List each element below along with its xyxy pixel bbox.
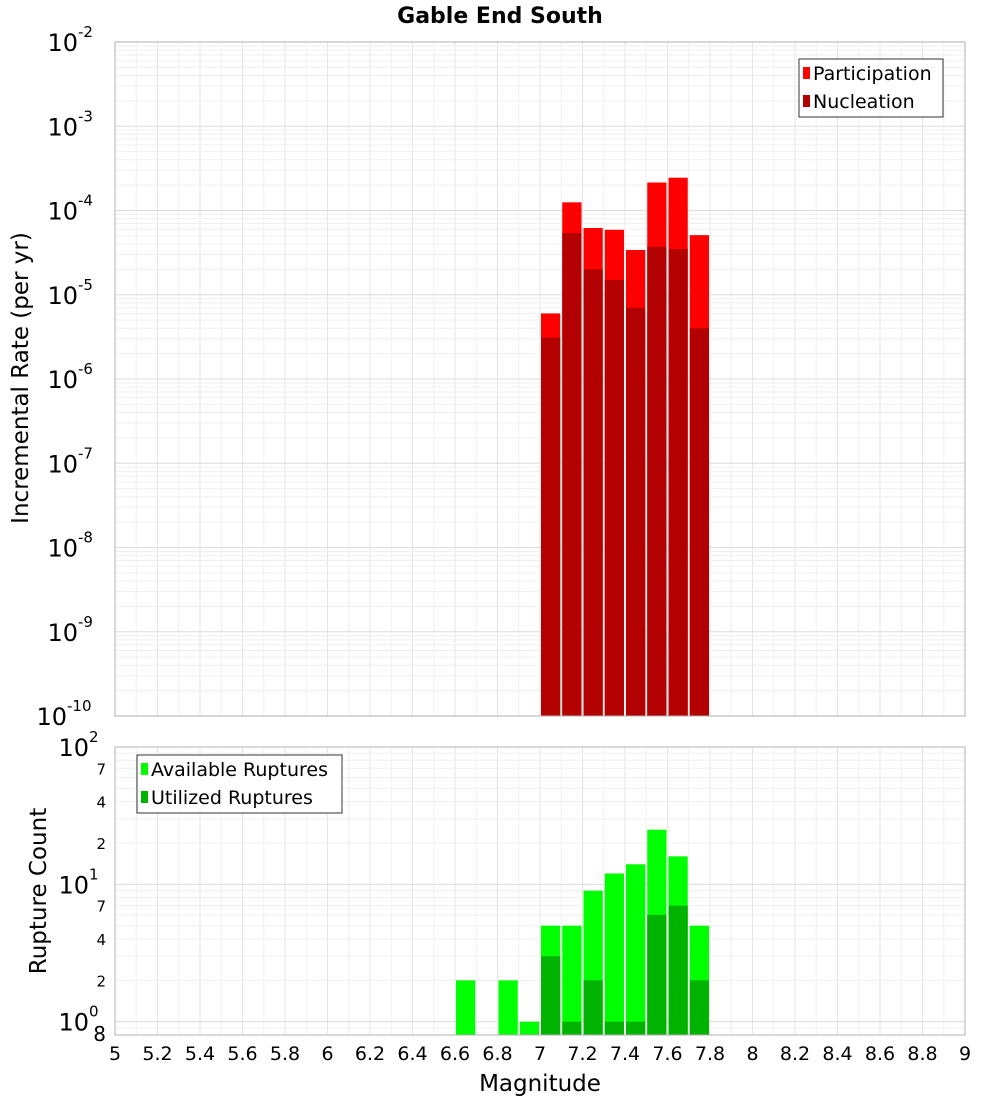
bar-utilized-ruptures-7 xyxy=(541,956,561,1035)
x-tick-label: 8.2 xyxy=(780,1043,810,1065)
x-tick-label: 5.2 xyxy=(142,1043,172,1065)
top-y-axis-label: Incremental Rate (per yr) xyxy=(8,232,34,524)
legend-box xyxy=(136,754,343,814)
legend-swatch-1 xyxy=(803,95,810,107)
x-tick-label: 7.8 xyxy=(695,1043,725,1065)
y-tick-label: 10 xyxy=(58,1009,89,1037)
bar-available-ruptures-7.4 xyxy=(626,864,646,1035)
x-tick-label: 5.4 xyxy=(185,1043,215,1065)
y-tick-exponent: 1 xyxy=(89,865,99,883)
x-tick-label: 8.4 xyxy=(822,1043,852,1065)
y-tick-exponent: 2 xyxy=(89,728,99,746)
x-tick-label: 5 xyxy=(109,1043,121,1065)
y-tick-label: 7 xyxy=(96,760,106,778)
y-tick-label: 10 xyxy=(58,871,89,899)
y-tick-label: 10 xyxy=(58,734,89,762)
bar-nucleation-7.3 xyxy=(604,279,624,716)
y-tick-exponent: -6 xyxy=(78,360,93,378)
y-tick-label: 7 xyxy=(96,898,106,916)
y-tick-exponent: -5 xyxy=(78,276,93,294)
y-tick-label: 10 xyxy=(47,198,78,226)
x-tick-label: 7.2 xyxy=(567,1043,597,1065)
y-tick-label: 10 xyxy=(47,366,78,394)
y-tick-label: 4 xyxy=(96,794,106,812)
x-tick-label: 8.6 xyxy=(865,1043,895,1065)
legend-swatch-0 xyxy=(803,67,810,79)
bottom-y-axis-label: Rupture Count xyxy=(26,808,52,974)
bar-utilized-ruptures-7.1 xyxy=(562,1021,582,1035)
legend-box xyxy=(798,58,944,118)
y-tick-label: 4 xyxy=(96,931,106,949)
x-tick-label: 5.8 xyxy=(270,1043,300,1065)
x-tick-label: 7 xyxy=(534,1043,546,1065)
legend-0: Participation Nucleation xyxy=(798,58,944,118)
x-tick-label: 8 xyxy=(746,1043,758,1065)
x-tick-label: 9 xyxy=(959,1043,971,1065)
bar-utilized-ruptures-7.5 xyxy=(647,914,667,1035)
bar-nucleation-7.2 xyxy=(583,269,603,716)
x-tick-label: 6.4 xyxy=(397,1043,427,1065)
y-tick-exponent: -3 xyxy=(78,107,93,125)
bar-nucleation-7.5 xyxy=(647,246,667,716)
y-tick-exponent: -2 xyxy=(78,23,93,41)
bar-available-ruptures-6.9 xyxy=(519,1021,539,1035)
bar-nucleation-7 xyxy=(541,337,561,716)
legend-swatch-0 xyxy=(141,763,148,775)
bar-nucleation-7.7 xyxy=(689,328,709,716)
bar-nucleation-7.1 xyxy=(562,233,582,716)
bar-utilized-ruptures-7.2 xyxy=(583,980,603,1035)
x-tick-label: 6.6 xyxy=(440,1043,470,1065)
y-tick-label: 8 xyxy=(93,1022,106,1046)
bar-available-ruptures-6.6 xyxy=(456,980,476,1035)
y-tick-label: 10 xyxy=(47,113,78,141)
plot-frame xyxy=(114,41,966,717)
plot-frame xyxy=(114,746,966,1036)
bar-available-ruptures-6.8 xyxy=(498,980,518,1035)
y-tick-exponent: -9 xyxy=(78,613,93,631)
bar-available-ruptures-7.1 xyxy=(562,925,582,1035)
x-tick-label: 6.8 xyxy=(482,1043,512,1065)
y-tick-label: 10 xyxy=(36,703,67,731)
bar-utilized-ruptures-7.7 xyxy=(689,980,709,1035)
bar-utilized-ruptures-7.4 xyxy=(626,1021,646,1035)
x-tick-label: 6 xyxy=(321,1043,333,1065)
y-tick-label: 10 xyxy=(47,450,78,478)
legend-label-1: Nucleation xyxy=(813,91,915,113)
x-tick-label: 7.6 xyxy=(652,1043,682,1065)
bar-utilized-ruptures-7.6 xyxy=(668,905,688,1035)
legend-label-0: Participation xyxy=(813,63,932,85)
bar-utilized-ruptures-7.3 xyxy=(604,1021,624,1035)
x-tick-label: 7.4 xyxy=(610,1043,640,1065)
legend-swatch-1 xyxy=(141,791,148,803)
plot-panel-0: 10-210-310-410-510-610-710-810-910 -10Par… xyxy=(36,23,966,731)
y-tick-exponent: 0 xyxy=(89,1003,99,1021)
chart-title: Gable End South xyxy=(397,4,603,29)
legend-1: Available Ruptures Utilized Ruptures xyxy=(136,754,343,814)
legend-label-0: Available Ruptures xyxy=(151,759,328,781)
y-tick-label: 10 xyxy=(47,282,78,310)
bar-nucleation-7.4 xyxy=(626,307,646,716)
x-tick-label: 5.6 xyxy=(227,1043,257,1065)
x-axis-label: Magnitude xyxy=(479,1071,601,1097)
y-tick-label: 10 xyxy=(47,619,78,647)
y-tick-exponent: -8 xyxy=(78,529,93,547)
y-tick-label: 2 xyxy=(96,972,106,990)
x-tick-label: 8.8 xyxy=(907,1043,937,1065)
y-tick-exponent: -4 xyxy=(78,192,93,210)
x-tick-label: 6.2 xyxy=(355,1043,385,1065)
y-tick-label: 10 xyxy=(47,535,78,563)
bar-nucleation-7.6 xyxy=(668,248,688,716)
legend-label-1: Utilized Ruptures xyxy=(151,787,313,809)
y-tick-exponent: -7 xyxy=(78,444,93,462)
y-tick-label: 10 xyxy=(47,29,78,57)
bar-available-ruptures-7.3 xyxy=(604,873,624,1035)
y-tick-label: 2 xyxy=(96,835,106,853)
y-tick-exponent: -10 xyxy=(67,697,92,715)
